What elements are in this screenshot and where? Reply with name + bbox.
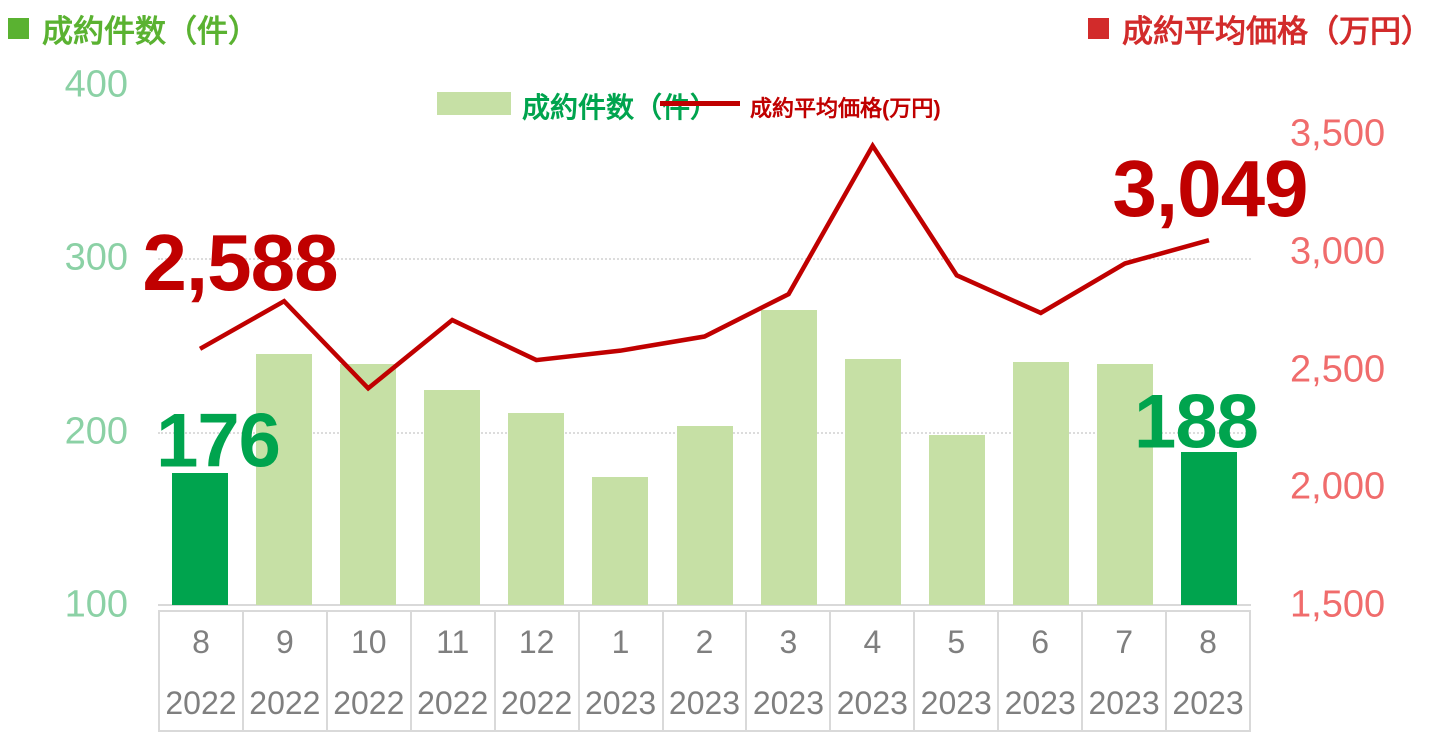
x-label-cell-1-2023: 1 2023 xyxy=(577,612,662,730)
bar-7-2023 xyxy=(1096,364,1153,605)
x-label-month: 10 xyxy=(351,624,387,660)
x-label-year: 2022 xyxy=(333,685,405,721)
x-label-year: 2023 xyxy=(668,685,741,721)
bar-value-label: 188 xyxy=(1134,379,1259,465)
left-axis-tick-label: 200 xyxy=(64,410,128,453)
left-axis-tick-label: 100 xyxy=(64,583,128,626)
x-label-cell-3-2023: 3 2023 xyxy=(745,612,829,730)
x-label-month: 1 xyxy=(611,624,630,660)
x-label-cell-8-2022: 8 2022 xyxy=(160,612,242,730)
x-axis-labels: 8 2022 9 2022 10 2022 11 2022 12 2022 1 2023 2 2023 3 2… xyxy=(158,610,1251,732)
bar-3-2023 xyxy=(760,310,817,605)
x-label-month: 9 xyxy=(275,624,294,660)
bar-value-label: 176 xyxy=(156,398,281,484)
x-axis-baseline xyxy=(158,604,1251,606)
x-label-month: 5 xyxy=(947,624,966,660)
bar-11-2022 xyxy=(424,390,481,605)
bar-4-2023 xyxy=(844,358,901,605)
x-label-year: 2023 xyxy=(584,685,657,721)
right-axis-title-text: 成約平均価格（万円） xyxy=(1122,14,1432,49)
bar-5-2023 xyxy=(928,435,985,605)
x-label-cell-10-2022: 10 2022 xyxy=(325,612,410,730)
x-label-cell-2-2023: 2 2023 xyxy=(661,612,746,730)
left-axis-title-text: 成約件数（件） xyxy=(42,14,259,49)
x-label-year: 2023 xyxy=(1004,685,1076,721)
right-axis-tick-label: 1,500 xyxy=(1290,583,1386,626)
bar-8-2023 xyxy=(1180,452,1237,605)
x-label-cell-6-2023: 6 2023 xyxy=(997,612,1081,730)
x-label-year: 2022 xyxy=(165,685,237,721)
left-axis-tick-label: 400 xyxy=(64,63,128,106)
price-line xyxy=(198,141,1210,392)
line-value-label: 3,049 xyxy=(1112,144,1308,234)
x-label-year: 2023 xyxy=(1088,685,1160,721)
bar-2-2023 xyxy=(676,426,733,605)
right-axis-tick-label: 3,500 xyxy=(1290,112,1386,155)
bar-9-2022 xyxy=(256,353,313,605)
line-value-label: 2,588 xyxy=(142,217,338,307)
x-label-year: 2023 xyxy=(920,685,992,721)
bar-series-swatch xyxy=(437,92,511,115)
bar-series-legend-label: 成約件数（件） xyxy=(522,92,719,123)
x-label-year: 2022 xyxy=(501,685,573,721)
left-axis-tick-label: 300 xyxy=(64,236,128,279)
x-label-month: 8 xyxy=(1199,624,1217,660)
right-axis-tick-label: 3,000 xyxy=(1290,230,1386,273)
red-square-icon xyxy=(1088,18,1109,39)
line-series-legend-label: 成約平均価格(万円) xyxy=(750,96,941,121)
bar-8-2022 xyxy=(172,473,229,605)
x-label-cell-11-2022: 11 2022 xyxy=(409,612,494,730)
left-axis-title: 成約件数（件） xyxy=(8,6,259,51)
x-label-cell-5-2023: 5 2023 xyxy=(913,612,997,730)
x-label-cell-4-2023: 4 2023 xyxy=(829,612,913,730)
right-axis-tick-label: 2,000 xyxy=(1290,465,1386,508)
bar-10-2022 xyxy=(340,364,397,605)
bar-12-2022 xyxy=(508,412,565,605)
x-label-month: 4 xyxy=(863,624,882,660)
bar-1-2023 xyxy=(592,476,649,605)
x-label-year: 2022 xyxy=(249,685,321,721)
green-square-icon xyxy=(8,18,29,39)
x-label-month: 7 xyxy=(1115,624,1133,660)
x-label-cell-12-2022: 12 2022 xyxy=(493,612,578,730)
x-label-year: 2023 xyxy=(752,685,824,721)
x-label-month: 11 xyxy=(436,624,470,660)
bar-6-2023 xyxy=(1012,362,1069,605)
x-label-year: 2022 xyxy=(417,685,489,721)
line-series-swatch xyxy=(660,101,740,106)
x-label-cell-7-2023: 7 2023 xyxy=(1081,612,1165,730)
x-label-cell-8-2023: 8 2023 xyxy=(1165,612,1249,730)
x-label-year: 2023 xyxy=(836,685,908,721)
x-label-month: 12 xyxy=(518,624,555,660)
x-label-cell-9-2022: 9 2022 xyxy=(241,612,326,730)
x-label-year: 2023 xyxy=(1172,685,1244,721)
x-label-month: 6 xyxy=(1031,624,1050,660)
x-label-month: 3 xyxy=(779,624,798,660)
x-label-month: 8 xyxy=(192,624,210,660)
right-axis-title: 成約平均価格（万円） xyxy=(1088,6,1432,51)
x-label-month: 2 xyxy=(695,624,714,660)
right-axis-tick-label: 2,500 xyxy=(1290,348,1386,390)
